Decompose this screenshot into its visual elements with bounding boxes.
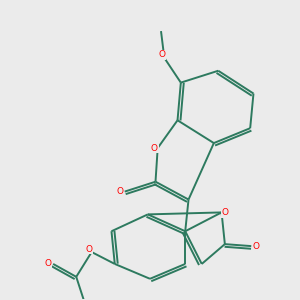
Text: O: O	[85, 244, 92, 253]
Text: O: O	[158, 50, 165, 59]
Text: O: O	[116, 187, 123, 196]
Text: O: O	[45, 260, 52, 268]
Text: O: O	[221, 208, 228, 217]
Text: O: O	[151, 143, 158, 152]
Text: O: O	[253, 242, 260, 250]
